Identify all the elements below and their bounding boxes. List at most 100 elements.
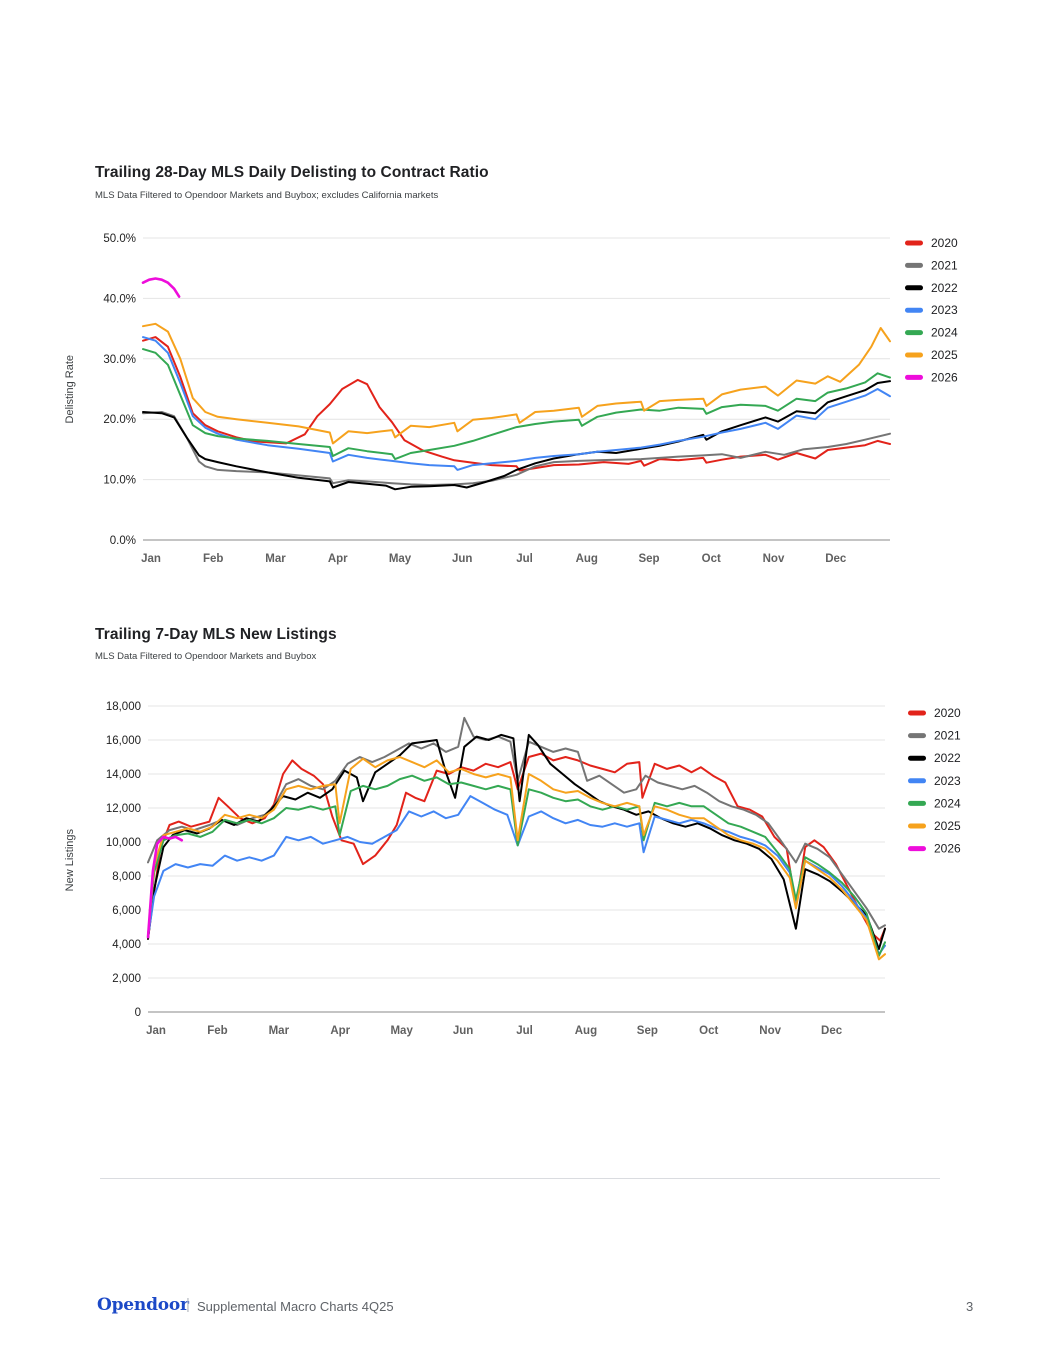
opendoor-logo: Opendoor	[97, 1295, 189, 1315]
series-line-2022	[142, 380, 891, 491]
legend-label-2022: 2022	[934, 751, 961, 765]
x-tick-label: Apr	[328, 553, 348, 565]
legend-swatch-2020	[905, 240, 923, 246]
chart1-title: Trailing 28-Day MLS Daily Delisting to C…	[95, 164, 489, 181]
legend-label-2024: 2024	[931, 326, 958, 340]
legend-label-2025: 2025	[934, 819, 961, 833]
legend-swatch-2025	[908, 823, 926, 829]
y-tick-label: 20.0%	[103, 414, 136, 426]
legend-label-2023: 2023	[931, 303, 958, 317]
x-tick-label: Sep	[638, 553, 659, 565]
series-line-2021	[142, 411, 891, 486]
y-tick-label: 12,000	[106, 803, 141, 815]
x-tick-label: Mar	[269, 1025, 290, 1037]
delisting-rate-chart: 0.0% 10.0% 20.0% 30.0% 40.0% 50.0% Jan Feb Mar Ap…	[103, 233, 958, 565]
legend-item-2020: 2020	[908, 706, 961, 720]
x-tick-label: Apr	[330, 1025, 350, 1037]
y-tick-label: 2,000	[112, 973, 141, 985]
legend-label-2025: 2025	[931, 348, 958, 362]
x-tick-label: Jul	[516, 553, 533, 565]
chart2-subtitle: MLS Data Filtered to Opendoor Markets an…	[95, 651, 317, 662]
legend-swatch-2022	[908, 755, 926, 761]
legend-item-2023: 2023	[905, 303, 958, 317]
legend-label-2026: 2026	[934, 842, 961, 856]
legend-item-2022: 2022	[908, 751, 961, 765]
legend-swatch-2021	[908, 733, 926, 739]
y-tick-label: 8,000	[112, 871, 141, 883]
legend-swatch-2022	[905, 285, 923, 291]
y-tick-label: 0	[135, 1007, 141, 1019]
legend-item-2022: 2022	[905, 281, 958, 295]
footer-separator: |	[186, 1296, 190, 1313]
y-tick-label: 0.0%	[110, 535, 136, 547]
x-tick-label: Sep	[637, 1025, 658, 1037]
legend-label-2021: 2021	[934, 729, 961, 743]
series-line-2020	[142, 336, 891, 472]
series-line-2026	[141, 277, 181, 298]
y-tick-label: 10,000	[106, 837, 141, 849]
legend-item-2021: 2021	[905, 258, 958, 272]
x-tick-label: Feb	[203, 553, 223, 565]
series-line-2024	[142, 348, 891, 461]
footer-divider	[100, 1178, 940, 1179]
new-listings-chart: 0 2,000 4,000 6,000 8,000 10,000 12,000 14,000 1…	[106, 701, 961, 1037]
legend-label-2020: 2020	[934, 706, 961, 720]
legend-item-2026: 2026	[905, 370, 958, 384]
legend-item-2023: 2023	[908, 774, 961, 788]
legend-swatch-2024	[905, 330, 923, 336]
x-tick-label: Aug	[576, 553, 598, 565]
x-tick-label: Oct	[699, 1025, 718, 1037]
x-tick-label: Nov	[763, 553, 785, 565]
legend-swatch-2024	[908, 800, 926, 806]
x-tick-label: Feb	[207, 1025, 227, 1037]
series-line-2024	[147, 774, 886, 957]
legend-swatch-2023	[905, 307, 923, 313]
legend-item-2021: 2021	[908, 729, 961, 743]
y-tick-label: 14,000	[106, 769, 141, 781]
series-line-2025	[147, 756, 886, 961]
legend-item-2025: 2025	[908, 819, 961, 833]
legend-item-2024: 2024	[905, 326, 958, 340]
x-tick-label: May	[390, 1025, 413, 1037]
chart1-subtitle: MLS Data Filtered to Opendoor Markets an…	[95, 190, 439, 201]
x-tick-label: Dec	[825, 553, 847, 565]
y-tick-label: 40.0%	[103, 293, 136, 305]
y-tick-label: 18,000	[106, 701, 141, 713]
legend-item-2024: 2024	[908, 796, 961, 810]
x-tick-label: Oct	[702, 553, 721, 565]
series-line-2026	[146, 835, 184, 939]
legend-swatch-2020	[908, 710, 926, 716]
legend-label-2022: 2022	[931, 281, 958, 295]
legend-label-2020: 2020	[931, 236, 958, 250]
chart2-title: Trailing 7-Day MLS New Listings	[95, 626, 337, 643]
series-line-2023	[147, 795, 886, 956]
legend-label-2021: 2021	[931, 258, 958, 272]
series-line-2023	[142, 336, 891, 471]
x-tick-label: Jun	[452, 553, 472, 565]
page-number: 3	[966, 1299, 974, 1314]
x-tick-label: Jun	[453, 1025, 473, 1037]
y-tick-label: 6,000	[112, 905, 141, 917]
x-tick-label: Jul	[516, 1025, 533, 1037]
x-tick-label: May	[389, 553, 412, 565]
legend-label-2026: 2026	[931, 370, 958, 384]
x-tick-label: Dec	[821, 1025, 843, 1037]
x-tick-label: Jan	[146, 1025, 166, 1037]
x-tick-label: Aug	[575, 1025, 597, 1037]
x-tick-label: Mar	[265, 553, 286, 565]
legend-swatch-2026	[908, 846, 926, 852]
footer-document-title: Supplemental Macro Charts 4Q25	[197, 1299, 394, 1314]
y-tick-label: 10.0%	[103, 475, 136, 487]
legend-swatch-2021	[905, 262, 923, 268]
legend-item-2020: 2020	[905, 236, 958, 250]
series-line-2025	[142, 322, 891, 445]
legend-label-2024: 2024	[934, 796, 961, 810]
legend-swatch-2025	[905, 352, 923, 358]
legend-swatch-2023	[908, 778, 926, 784]
legend-swatch-2026	[905, 374, 923, 380]
legend-item-2025: 2025	[905, 348, 958, 362]
y-tick-label: 16,000	[106, 735, 141, 747]
y-tick-label: 4,000	[112, 939, 141, 951]
y-tick-label: 30.0%	[103, 354, 136, 366]
x-tick-label: Nov	[759, 1025, 781, 1037]
